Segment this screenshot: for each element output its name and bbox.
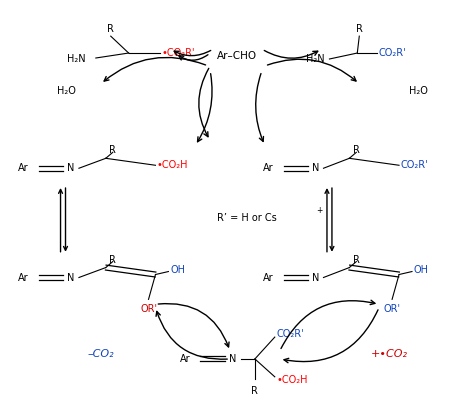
- Text: Ar: Ar: [263, 272, 273, 283]
- Text: R: R: [252, 386, 258, 396]
- Text: N: N: [229, 354, 237, 364]
- Text: •CO₂H: •CO₂H: [277, 375, 308, 385]
- Text: R: R: [356, 24, 363, 34]
- Text: R’ = H or Cs: R’ = H or Cs: [217, 213, 277, 223]
- Text: •CO₂R': •CO₂R': [162, 48, 195, 58]
- Text: N: N: [67, 163, 75, 173]
- Text: R: R: [109, 145, 116, 155]
- Text: CO₂R': CO₂R': [400, 160, 428, 170]
- Text: Ar: Ar: [180, 354, 191, 364]
- Text: R: R: [109, 255, 116, 265]
- Text: H₂N: H₂N: [67, 54, 86, 64]
- Text: Ar: Ar: [18, 272, 28, 283]
- Text: H₂N: H₂N: [306, 54, 325, 64]
- Text: R: R: [353, 145, 360, 155]
- Text: CO₂R': CO₂R': [277, 329, 304, 339]
- Text: H₂O: H₂O: [56, 86, 75, 96]
- Text: H₂O: H₂O: [410, 86, 428, 96]
- Text: Ar–CHO: Ar–CHO: [217, 51, 257, 61]
- Text: CO₂R': CO₂R': [378, 48, 406, 58]
- Text: OR': OR': [383, 304, 401, 314]
- Text: –CO₂: –CO₂: [88, 349, 114, 359]
- Text: •CO₂H: •CO₂H: [156, 160, 188, 170]
- Text: R: R: [353, 255, 360, 265]
- Text: N: N: [312, 163, 319, 173]
- Text: +•CO₂: +•CO₂: [371, 349, 408, 359]
- Text: OH: OH: [170, 265, 185, 274]
- Text: Ar: Ar: [263, 163, 273, 173]
- Text: R: R: [107, 24, 114, 34]
- Text: N: N: [312, 272, 319, 283]
- Text: OR': OR': [140, 304, 157, 314]
- Text: N: N: [67, 272, 75, 283]
- Text: Ar: Ar: [18, 163, 28, 173]
- Text: +: +: [316, 207, 323, 216]
- Text: OH: OH: [414, 265, 429, 274]
